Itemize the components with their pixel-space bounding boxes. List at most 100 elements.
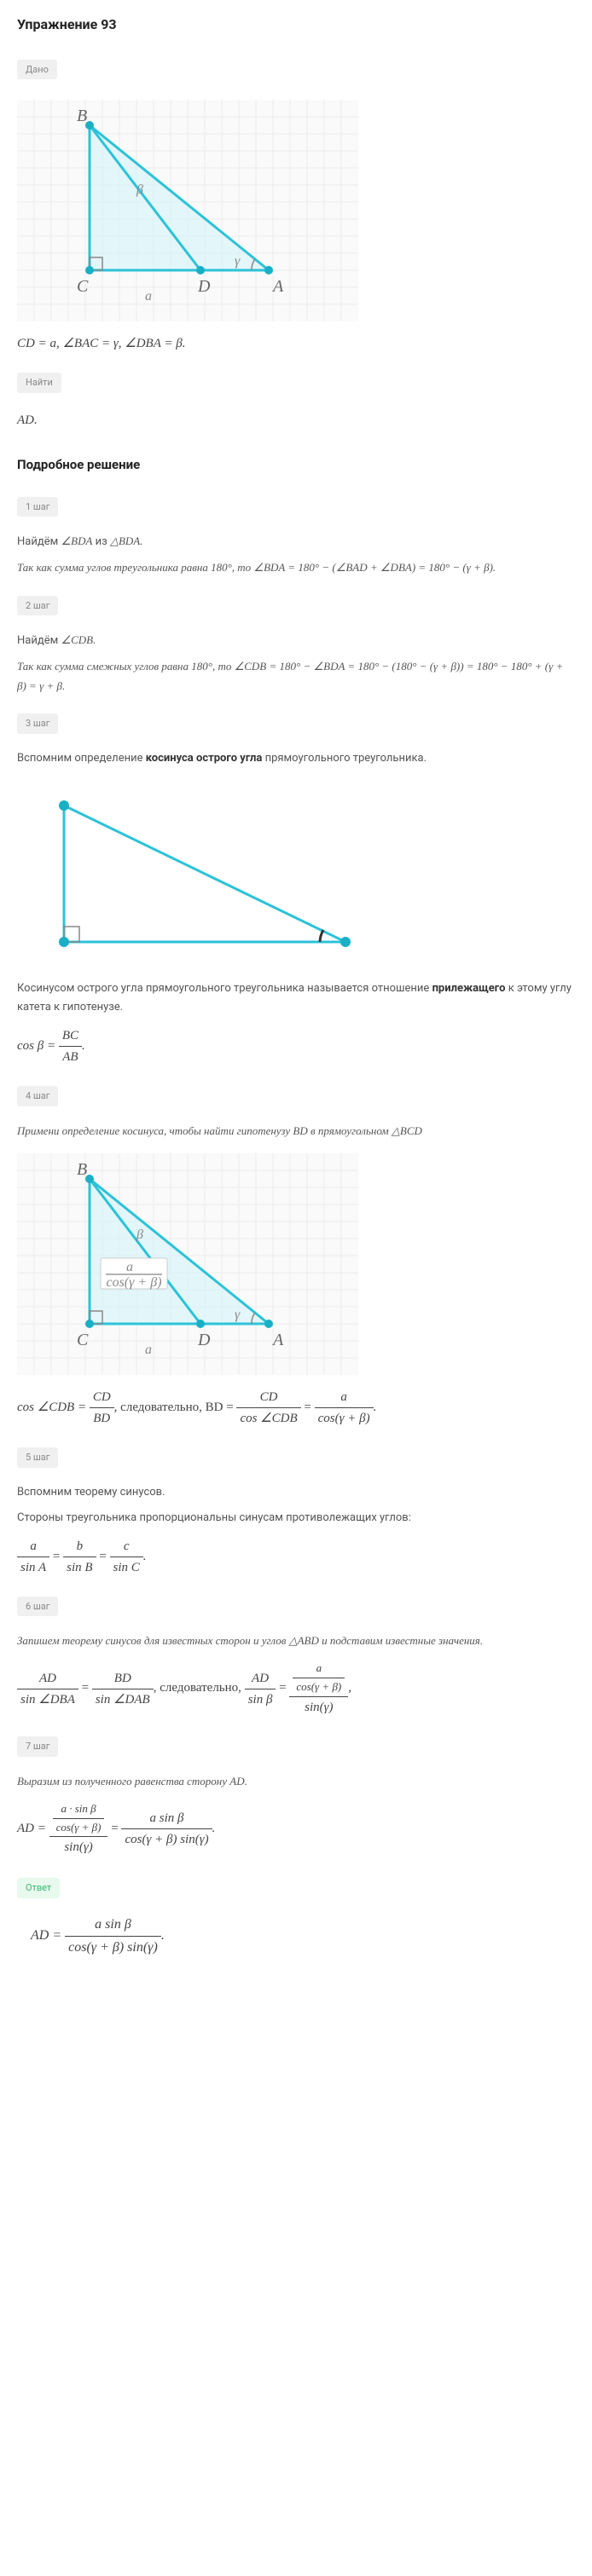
num: a: [17, 1536, 49, 1557]
svg-text:D: D: [197, 277, 211, 296]
step-5-line-2: Стороны треугольника пропорциональны син…: [17, 1509, 575, 1528]
svg-text:β: β: [136, 182, 143, 197]
eq: =: [276, 1682, 289, 1695]
den: sin A: [17, 1557, 49, 1578]
svg-text:B: B: [77, 107, 87, 125]
step-5-tag: 5 шаг: [17, 1447, 58, 1468]
den: cos(γ + β) sin(γ): [65, 1936, 161, 1959]
den: cos(γ + β): [315, 1407, 374, 1429]
num: a: [315, 1387, 374, 1407]
given-tag: Дано: [17, 60, 57, 80]
svg-text:C: C: [77, 277, 89, 296]
num: a · sin β: [53, 1800, 105, 1818]
den: BD: [90, 1407, 114, 1429]
svg-text:B: B: [77, 1160, 87, 1179]
step-3-formula: cos β = BCAB.: [17, 1025, 575, 1067]
svg-text:β: β: [136, 1227, 143, 1242]
end: .: [143, 1550, 147, 1563]
step-4-line-1: Примени определение косинуса, чтобы найт…: [17, 1122, 575, 1141]
end: .: [374, 1401, 377, 1414]
den: sin ∠DBA: [17, 1689, 78, 1710]
step-1-line-1: Найдём ∠BDA из △BDA.: [17, 532, 575, 552]
bold: прилежащего: [432, 982, 506, 995]
text: Запишем теорему синусов для известных ст…: [17, 1634, 483, 1647]
step-4-formula: cos ∠CDB = CDBD, следовательно, BD = CDc…: [17, 1387, 575, 1429]
num: a: [293, 1660, 345, 1678]
den: cos(γ + β): [53, 1818, 105, 1837]
step-2-line-1: Найдём ∠CDB.: [17, 631, 575, 650]
nested-frac: a · sin βcos(γ + β): [49, 1800, 108, 1837]
text: Примени определение косинуса, чтобы найт…: [17, 1124, 422, 1137]
find-tag: Найти: [17, 373, 61, 393]
step-5-formula: asin A = bsin B = csin C.: [17, 1536, 575, 1578]
step-6-formula: ADsin ∠DBA = BDsin ∠DAB, следовательно, …: [17, 1660, 575, 1718]
svg-text:cos(γ + β): cos(γ + β): [106, 1275, 161, 1290]
svg-text:A: A: [271, 277, 284, 296]
eq: =: [301, 1401, 315, 1414]
den: cos(γ + β): [293, 1678, 345, 1696]
den: AB: [59, 1046, 82, 1067]
step-3-after-svg: Косинусом острого угла прямоугольного тр…: [17, 979, 575, 1017]
num: AD: [245, 1668, 276, 1689]
math: Так как сумма смежных углов равна 180°, …: [17, 660, 563, 692]
den: sin(γ): [49, 1836, 108, 1857]
step-2-tag: 2 шаг: [17, 596, 58, 616]
lhs: cos ∠CDB =: [17, 1401, 90, 1414]
math: ∠CDB.: [61, 633, 96, 646]
num: a sin β: [121, 1808, 212, 1828]
step-6-line-1: Запишем теорему синусов для известных ст…: [17, 1632, 575, 1651]
step-7-tag: 7 шаг: [17, 1736, 58, 1757]
num: CD: [236, 1387, 300, 1407]
svg-text:A: A: [271, 1331, 284, 1349]
step-1-tag: 1 шаг: [17, 497, 58, 517]
num: AD: [17, 1668, 78, 1689]
math: △BDA.: [110, 534, 143, 547]
step-7-line-1: Выразим из полученного равенства сторону…: [17, 1772, 575, 1792]
find-formula: AD.: [17, 410, 575, 430]
end: ,: [348, 1682, 351, 1695]
end: .: [161, 1928, 165, 1943]
eq: =: [49, 1550, 63, 1563]
lhs: AD =: [31, 1928, 65, 1943]
lhs: AD =: [17, 1822, 49, 1835]
math: ∠BDA: [61, 534, 92, 547]
step-3-line-1: Вспомним определение косинуса острого уг…: [17, 749, 575, 768]
text: Выразим из полученного равенства сторону…: [17, 1775, 247, 1788]
eq: =: [78, 1682, 92, 1695]
given-formula: CD = a, ∠BAC = γ, ∠DBA = β.: [17, 333, 575, 354]
eq: =: [107, 1822, 121, 1835]
svg-text:a: a: [145, 1343, 152, 1357]
den: sin B: [63, 1557, 96, 1578]
step-2-line-2: Так как сумма смежных углов равна 180°, …: [17, 657, 575, 696]
end: .: [212, 1822, 216, 1835]
text: Найдём: [17, 535, 61, 548]
num: CD: [90, 1387, 114, 1407]
answer-tag: Ответ: [17, 1878, 60, 1898]
svg-text:γ: γ: [235, 1308, 241, 1322]
text: прямоугольного треугольника.: [262, 752, 427, 765]
num: BD: [92, 1668, 154, 1689]
num: b: [63, 1536, 96, 1557]
end: .: [82, 1039, 85, 1053]
step-1-line-2: Так как сумма углов треугольника равна 1…: [17, 558, 575, 578]
text: из: [92, 535, 110, 548]
eq: =: [96, 1550, 110, 1563]
den: cos ∠CDB: [236, 1407, 300, 1429]
step-7-formula: AD = a · sin βcos(γ + β)sin(γ) = a sin β…: [17, 1800, 575, 1858]
num: a sin β: [65, 1914, 161, 1936]
svg-text:D: D: [197, 1331, 211, 1349]
lhs: cos β =: [17, 1039, 59, 1053]
den: sin(γ): [289, 1696, 348, 1718]
nested-frac: acos(γ + β): [289, 1660, 348, 1696]
num: c: [110, 1536, 143, 1557]
den: sin ∠DAB: [92, 1689, 154, 1710]
num: BC: [59, 1025, 82, 1046]
den: cos(γ + β) sin(γ): [121, 1828, 212, 1850]
step-5-line-1: Вспомним теорему синусов.: [17, 1483, 575, 1502]
text: Вспомним определение: [17, 752, 146, 765]
figure-1: BCDA βγa: [17, 100, 575, 321]
page-title: Упражнение 93: [17, 14, 575, 36]
text: , следовательно, BD =: [114, 1401, 237, 1414]
step-6-tag: 6 шаг: [17, 1597, 58, 1617]
bold: косинуса острого угла: [146, 752, 263, 765]
